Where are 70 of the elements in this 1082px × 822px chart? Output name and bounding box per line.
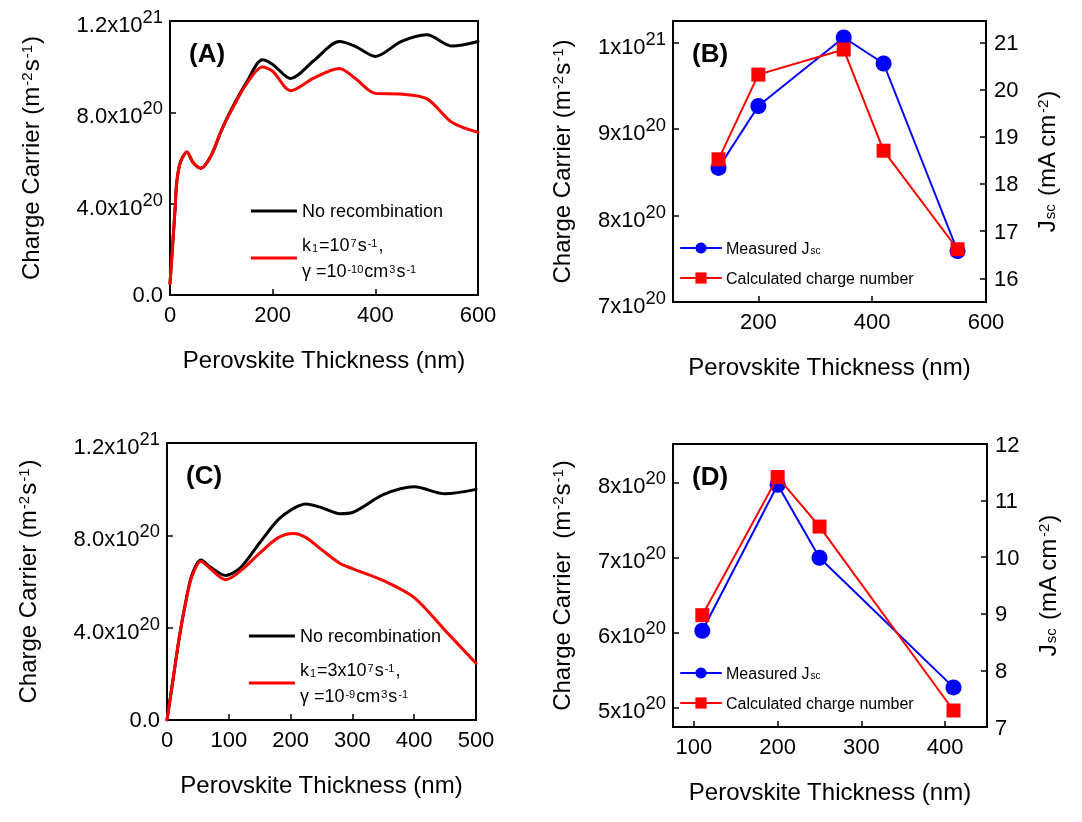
y-axis-title: Charge Carrier (m-2s-1) xyxy=(16,35,44,281)
legend-label: No recombination xyxy=(299,626,441,646)
y-tick-label: 8x10$^{20}$ xyxy=(597,467,666,498)
y-tick-label: 8.0x10$^{20}$ xyxy=(73,520,160,551)
point xyxy=(694,622,711,639)
y-tick-label: 8x10$^{20}$ xyxy=(597,200,666,232)
y-tick-label: 4.0x10$^{20}$ xyxy=(73,612,160,644)
y-tick-label: 1.2x10$^{21}$ xyxy=(76,6,163,37)
x-tick-label: 400 xyxy=(926,733,964,759)
text: (B) xyxy=(692,38,729,68)
y-axis-title: Charge Carrier (m-2s-1) xyxy=(547,39,575,284)
text: (D) xyxy=(692,461,729,491)
point xyxy=(811,549,828,566)
point xyxy=(750,98,767,114)
point xyxy=(875,55,892,72)
x-tick-label: 500 xyxy=(457,726,495,752)
x-tick-label: 300 xyxy=(334,726,371,752)
x-tick-label: 100 xyxy=(210,726,248,752)
legend-label: No recombination xyxy=(301,201,443,221)
y-tick-label: 5x10$^{20}$ xyxy=(597,692,666,724)
y-axis-title: Charge Carrier (m-2s-1) xyxy=(13,459,41,704)
y-tick-label: 0.0 xyxy=(132,282,163,307)
x-tick-label: 200 xyxy=(254,301,292,327)
x-tick-label: 200 xyxy=(272,726,309,752)
y2-tick-label: 8 xyxy=(995,657,1008,683)
y-tick-label: 8.0x10$^{20}$ xyxy=(76,97,163,128)
y-tick-label: 1x10$^{21}$ xyxy=(597,27,666,59)
y2-tick-label: 18 xyxy=(994,171,1019,197)
x-axis-title: Perovskite Thickness (nm) xyxy=(182,345,466,373)
legend-label: Measured Jsc xyxy=(726,239,821,257)
x-tick-label: 400 xyxy=(356,301,394,327)
y2-tick-label: 19 xyxy=(994,124,1019,150)
x-tick-label: 400 xyxy=(853,308,891,334)
x-tick-label: 200 xyxy=(759,733,797,759)
legend-label: Calculated charge number xyxy=(726,694,915,712)
text: (A) xyxy=(189,38,226,68)
y2-tick-label: 16 xyxy=(994,265,1019,291)
x-tick-label: 300 xyxy=(843,733,880,759)
x-tick-label: 400 xyxy=(395,726,433,752)
y-tick-label: 6x10$^{20}$ xyxy=(597,617,666,649)
y2-tick-label: 17 xyxy=(994,218,1019,244)
y-axis-title: Charge Carrier (m-2s-1) xyxy=(547,460,575,711)
legend-label: Calculated charge number xyxy=(726,269,915,287)
x-axis-title: Perovskite Thickness (nm) xyxy=(688,777,972,805)
point xyxy=(945,679,962,696)
y2-tick-label: 10 xyxy=(995,544,1020,570)
y2-tick-label: 9 xyxy=(995,601,1008,627)
x-tick-label: 0 xyxy=(163,301,177,327)
y-tick-label: 4.0x10$^{20}$ xyxy=(76,188,163,220)
x-tick-label: 600 xyxy=(967,308,1005,334)
y2-axis-title: Jsc (mA cm-2) xyxy=(1033,514,1061,657)
y-tick-label: 9x10$^{20}$ xyxy=(597,114,666,145)
x-axis-title: Perovskite Thickness (nm) xyxy=(688,352,971,380)
y-tick-label: 7x10$^{20}$ xyxy=(597,542,666,574)
x-tick-label: 100 xyxy=(675,733,713,759)
legend-label: Measured Jsc xyxy=(726,664,821,682)
y-tick-label: 1.2x10$^{21}$ xyxy=(73,428,160,459)
y2-tick-label: 11 xyxy=(995,488,1018,514)
text: (C) xyxy=(186,460,223,490)
y2-tick-label: 12 xyxy=(995,431,1020,457)
x-tick-label: 0 xyxy=(160,726,174,752)
y-tick-label: 0.0 xyxy=(129,707,160,732)
x-tick-label: 200 xyxy=(740,308,777,334)
y2-tick-label: 20 xyxy=(994,76,1019,102)
x-tick-label: 600 xyxy=(459,301,497,327)
y-tick-label: 7x10$^{20}$ xyxy=(597,287,666,318)
x-axis-title: Perovskite Thickness (nm) xyxy=(180,770,463,798)
y2-axis-title: Jsc (mA cm-2) xyxy=(1032,90,1060,233)
y2-tick-label: 21 xyxy=(994,29,1019,55)
y2-tick-label: 7 xyxy=(995,714,1008,740)
